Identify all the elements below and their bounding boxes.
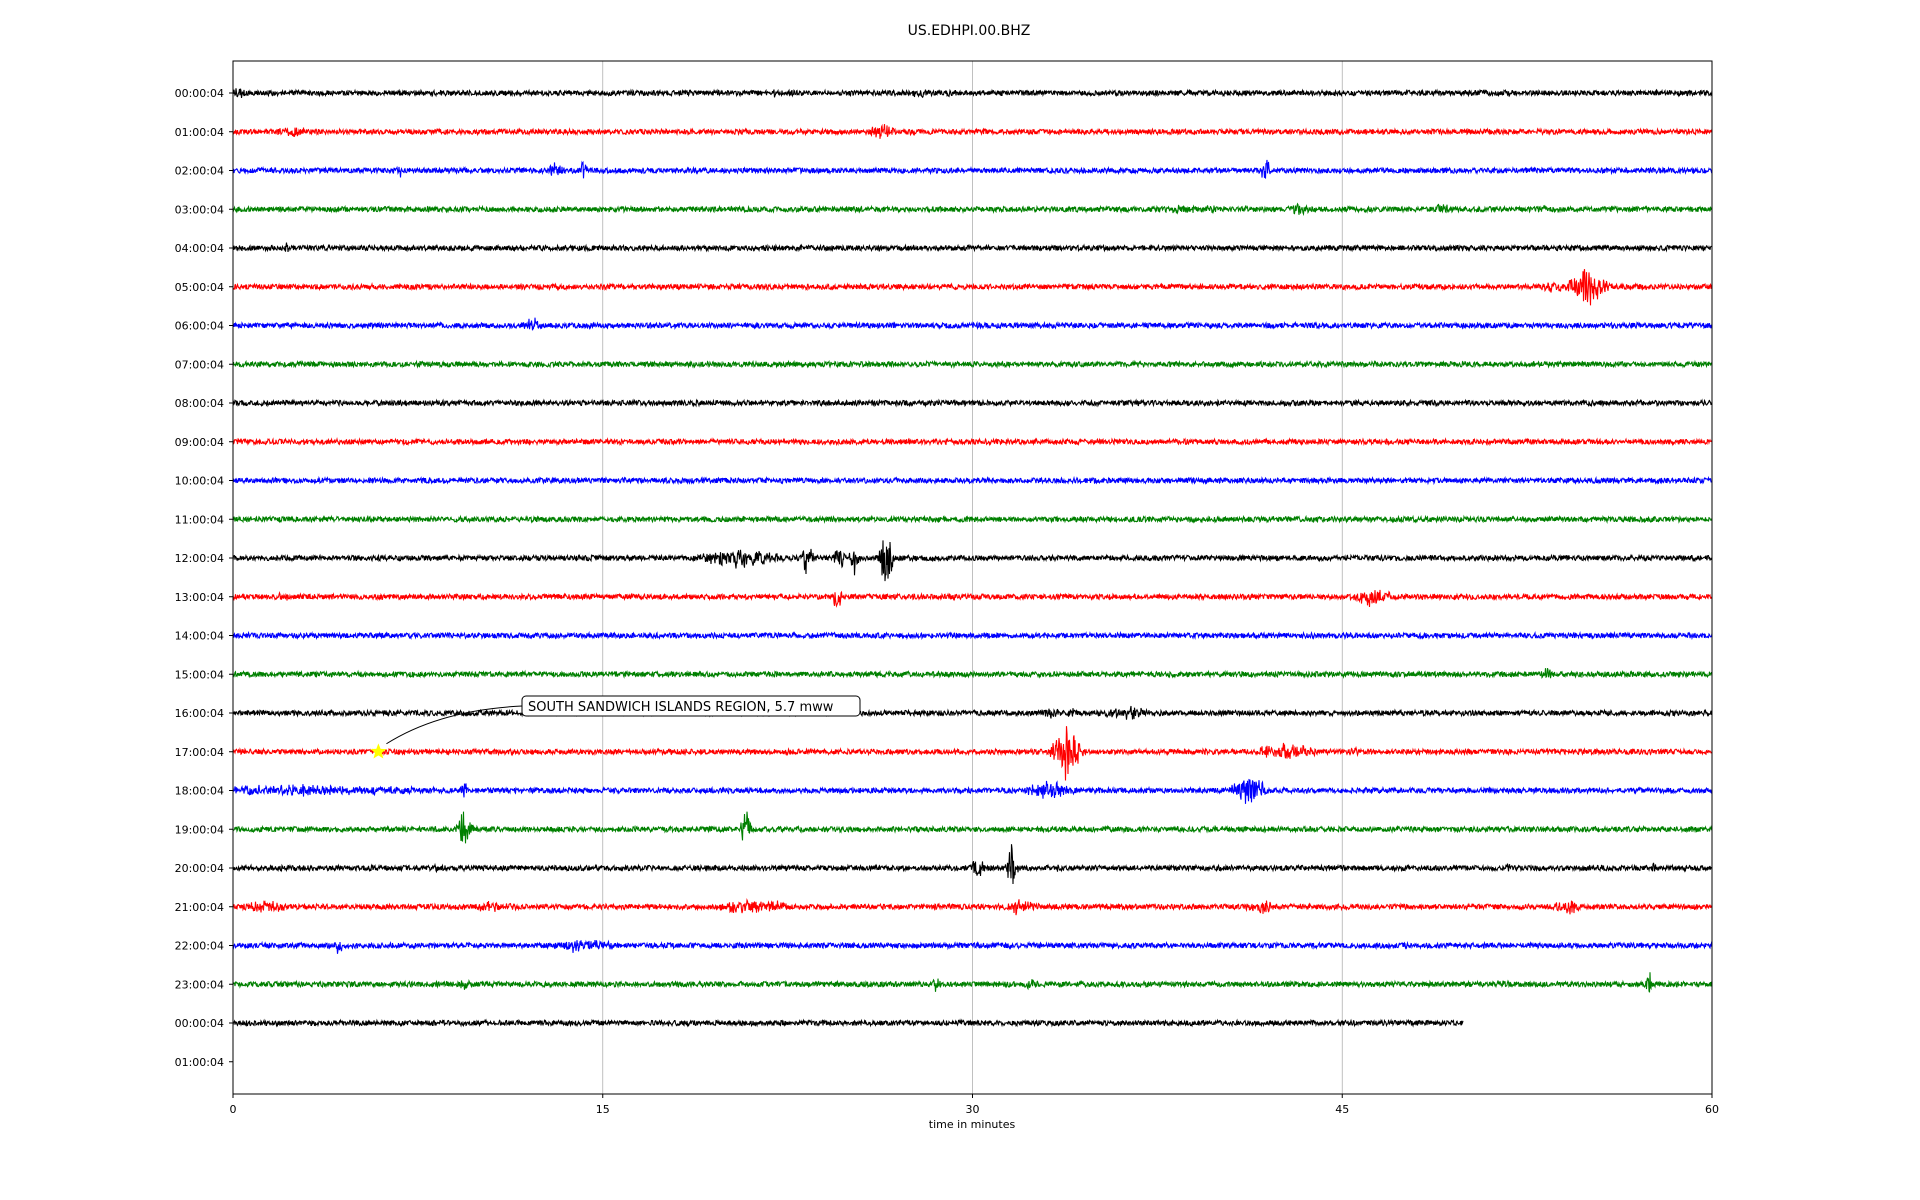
y-tick-label: 02:00:04: [175, 165, 224, 178]
y-tick-label: 00:00:04: [175, 87, 224, 100]
trace-line: [232, 398, 1713, 408]
y-tick-label: 05:00:04: [175, 281, 224, 294]
trace-line: [232, 726, 1713, 781]
trace-line: [232, 778, 1713, 804]
trace-line: [232, 630, 1713, 641]
trace-line: [232, 514, 1713, 524]
y-tick-label: 14:00:04: [175, 630, 224, 643]
event-annotation-layer: SOUTH SANDWICH ISLANDS REGION, 5.7 mww: [370, 695, 861, 759]
trace-line: [232, 269, 1713, 306]
trace-line: [232, 123, 1713, 139]
y-tick-label: 16:00:04: [175, 707, 224, 720]
y-tick-label: 00:00:04: [175, 1017, 224, 1030]
trace-line: [232, 437, 1713, 447]
y-tick-label: 01:00:04: [175, 1056, 224, 1069]
y-tick-label: 21:00:04: [175, 901, 224, 914]
chart-title: US.EDHPI.00.BHZ: [908, 23, 1031, 39]
x-tick-label: 0: [230, 1103, 237, 1116]
trace-line: [232, 88, 1713, 99]
x-tick-label: 60: [1705, 1103, 1719, 1116]
grid-lines: [602, 61, 1343, 1094]
y-tick-label: 04:00:04: [175, 242, 224, 255]
trace-line: [232, 668, 1713, 679]
seismic-traces: [232, 88, 1713, 1028]
y-tick-label: 06:00:04: [175, 320, 224, 333]
y-tick-label: 08:00:04: [175, 397, 224, 410]
y-tick-label: 20:00:04: [175, 862, 224, 875]
event-star-marker: [370, 743, 387, 759]
trace-line: [232, 317, 1713, 331]
trace-line: [232, 811, 1713, 844]
x-tick-label: 30: [966, 1103, 980, 1116]
trace-line: [232, 939, 1713, 954]
y-tick-label: 12:00:04: [175, 552, 224, 565]
annotation-box: [521, 695, 861, 717]
trace-line: [232, 202, 1713, 217]
x-axis-ticks: 0 15 30 45 60: [230, 1094, 1719, 1116]
y-tick-label: 10:00:04: [175, 475, 224, 488]
y-tick-label: 13:00:04: [175, 591, 224, 604]
trace-line: [232, 589, 1713, 608]
y-tick-label: 22:00:04: [175, 940, 224, 953]
trace-line: [232, 972, 1713, 993]
y-tick-label: 17:00:04: [175, 746, 224, 759]
y-tick-label: 03:00:04: [175, 203, 224, 216]
y-tick-label: 23:00:04: [175, 978, 224, 991]
y-tick-label: 18:00:04: [175, 785, 224, 798]
trace-line: [232, 159, 1713, 179]
annotation-connector: [386, 705, 523, 745]
y-tick-label: 09:00:04: [175, 436, 224, 449]
trace-line: [232, 475, 1713, 486]
trace-line: [232, 540, 1713, 582]
y-tick-label: 01:00:04: [175, 126, 224, 139]
y-tick-label: 07:00:04: [175, 358, 224, 371]
trace-line: [232, 844, 1713, 885]
trace-line: [232, 1018, 1464, 1028]
y-tick-label: 11:00:04: [175, 513, 224, 526]
trace-line: [232, 359, 1713, 369]
trace-line: [232, 897, 1713, 916]
y-axis-ticks: 00:00:04 01:00:04 02:00:04 03:00:04 04:00:04…: [175, 87, 233, 1069]
x-tick-label: 15: [596, 1103, 610, 1116]
y-tick-label: 15:00:04: [175, 668, 224, 681]
annotation-text: SOUTH SANDWICH ISLANDS REGION, 5.7 mww: [528, 700, 834, 715]
x-tick-label: 45: [1335, 1103, 1349, 1116]
y-tick-label: 19:00:04: [175, 823, 224, 836]
trace-line: [232, 242, 1713, 253]
x-axis-label: time in minutes: [929, 1118, 1016, 1131]
